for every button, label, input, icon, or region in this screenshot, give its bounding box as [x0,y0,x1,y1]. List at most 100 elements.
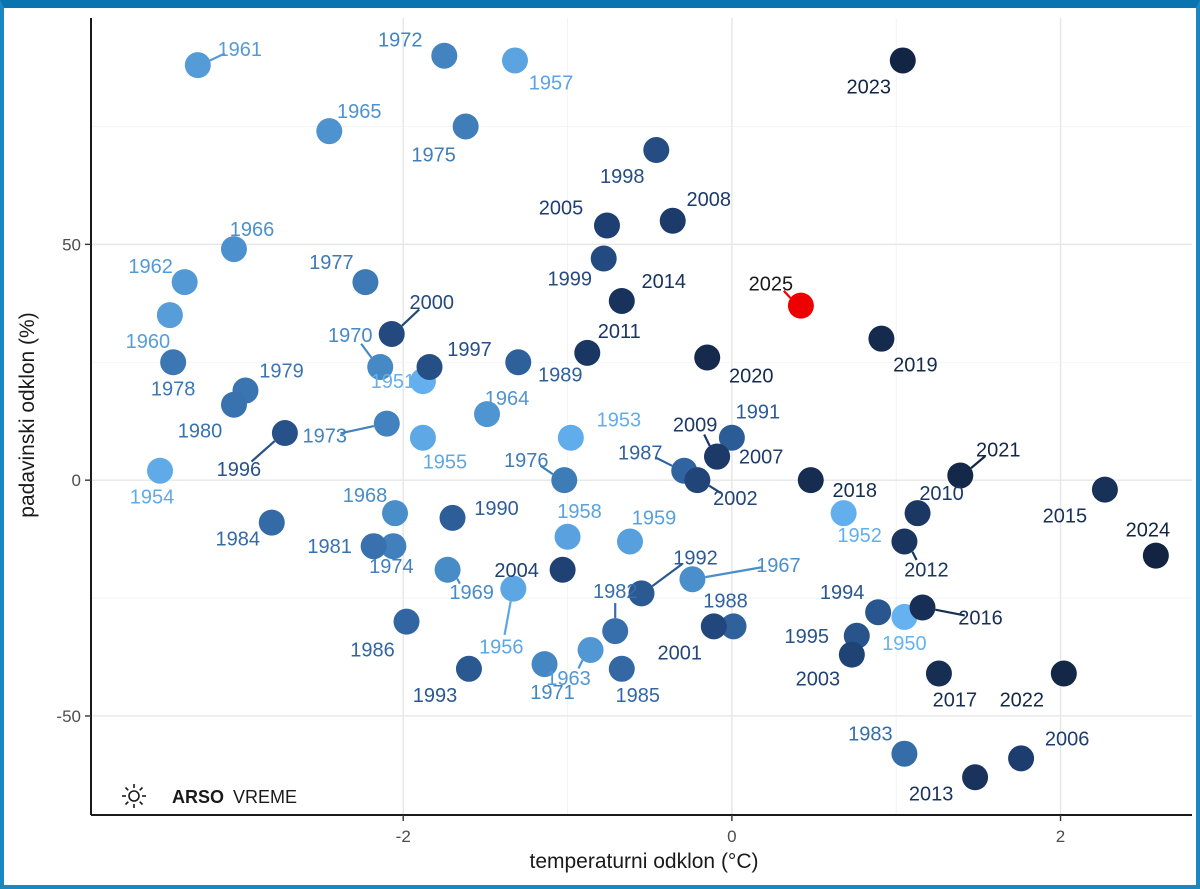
point-label-1993: 1993 [413,685,458,707]
point-1973 [373,410,400,437]
point-label-2003: 2003 [796,669,841,691]
point-label-2004: 2004 [494,560,539,582]
point-label-2025: 2025 [749,274,794,296]
point-label-2013: 2013 [909,783,954,805]
leader-line-1987 [654,456,673,467]
leader-line-2021 [970,455,986,469]
point-label-2010: 2010 [919,483,964,505]
point-label-1973: 1973 [303,426,348,448]
point-label-1981: 1981 [307,536,352,558]
point-1956 [500,575,527,602]
label-leader-lines [209,52,986,669]
point-1966 [220,236,247,263]
point-label-2023: 2023 [847,76,892,98]
point-1990 [439,504,466,531]
x-axis-title: temperaturni odklon (°C) [530,850,759,873]
arso-logo: ARSO VREME [122,784,297,808]
point-2016 [909,594,936,621]
point-1953 [557,424,584,451]
point-1968 [382,500,409,527]
point-label-2011: 2011 [598,321,641,343]
point-label-1985: 1985 [616,685,661,707]
point-2004 [549,556,576,583]
point-1969 [434,556,461,583]
point-1957 [501,47,528,74]
point-1982 [602,618,629,645]
point-label-1972: 1972 [378,30,423,52]
x-tick-label: 0 [727,827,736,846]
point-1960 [156,302,183,329]
point-label-2002: 2002 [713,488,758,510]
point-label-1958: 1958 [557,501,602,523]
point-1980 [220,391,247,418]
point-2023 [889,47,916,74]
point-1991 [718,424,745,451]
point-2002 [684,467,711,494]
point-label-1978: 1978 [151,378,196,400]
point-label-1982: 1982 [593,581,638,603]
point-label-1979: 1979 [259,361,304,383]
point-1988 [720,613,747,640]
leader-line-2025 [782,290,792,299]
point-2005 [593,212,620,239]
point-1985 [608,655,635,682]
point-label-1968: 1968 [343,485,388,507]
point-label-1960: 1960 [126,331,171,353]
point-label-2024: 2024 [1126,520,1171,542]
point-label-1974: 1974 [369,556,414,578]
point-label-1966: 1966 [230,219,275,241]
point-label-2021: 2021 [976,439,1021,461]
point-label-1970: 1970 [328,325,373,347]
leader-line-2009 [703,433,711,447]
point-2018 [797,467,824,494]
point-1994 [865,599,892,626]
point-1983 [891,740,918,767]
point-1977 [352,269,379,296]
point-label-1952: 1952 [837,525,882,547]
point-1981 [360,533,387,560]
point-label-1992: 1992 [673,547,718,569]
point-1986 [393,608,420,635]
point-labels: 1950 1951 1952 1953 1954 1955 1956 1957 1958 1959… [126,30,1170,806]
point-2006 [1008,745,1035,772]
point-label-2017: 2017 [933,690,978,712]
point-2013 [962,764,989,791]
point-label-1995: 1995 [785,626,830,648]
point-1993 [455,655,482,682]
point-2009 [704,443,731,470]
point-2001 [700,613,727,640]
leader-line-2016 [935,608,965,617]
point-label-1989: 1989 [538,364,583,386]
point-1978 [160,349,187,376]
point-label-2009: 2009 [673,415,718,437]
y-tick-label: 0 [72,471,81,490]
leader-line-2002 [708,484,722,494]
point-label-1997: 1997 [447,339,492,361]
leader-line-1961 [209,52,226,62]
leader-line-2012 [911,551,918,561]
leader-line-2000 [401,308,420,327]
point-1984 [258,509,285,536]
point-label-2018: 2018 [833,480,878,502]
point-label-1994: 1994 [820,582,865,604]
point-2019 [868,325,895,352]
point-label-1971: 1971 [530,682,575,704]
point-1952 [830,500,857,527]
point-2014 [608,287,635,314]
point-label-1988: 1988 [703,590,748,612]
point-1958 [554,523,581,550]
point-label-2001: 2001 [658,642,703,664]
leader-line-1967 [705,566,763,579]
point-2011 [574,339,601,366]
point-label-1956: 1956 [479,637,524,659]
point-label-1987: 1987 [618,443,663,465]
leader-line-1992 [651,563,683,588]
point-1998 [643,137,670,164]
point-label-1999: 1999 [547,269,592,291]
leader-line-1996 [250,440,276,463]
point-2010 [904,500,931,527]
y-tick-label: 50 [62,235,81,254]
point-1961 [184,52,211,79]
point-label-2012: 2012 [904,559,949,581]
